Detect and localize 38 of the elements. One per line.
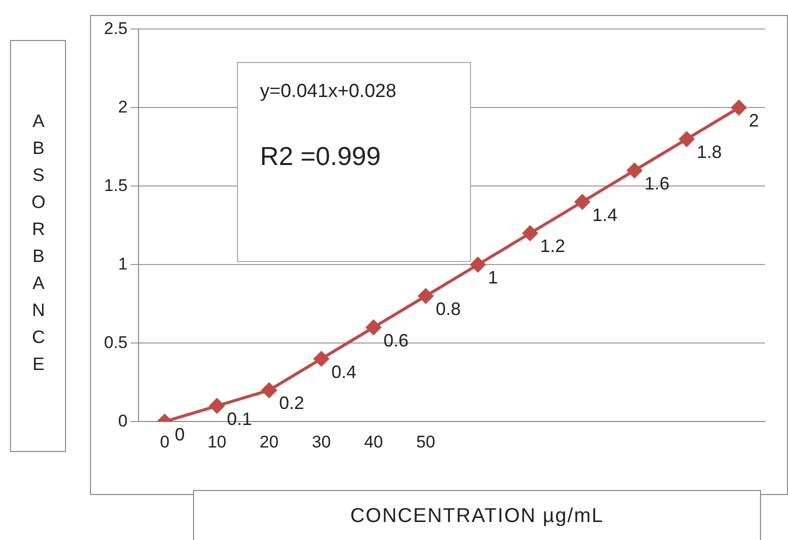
- y-axis-title: ABSORBANCE: [28, 111, 48, 381]
- y-tick-label: 1: [118, 254, 128, 274]
- y-tick-label: 1.5: [104, 176, 128, 195]
- data-label: 0.8: [436, 299, 461, 319]
- point: [418, 288, 434, 304]
- point: [209, 398, 224, 414]
- data-label: 0.1: [226, 408, 252, 429]
- data-label: 1.6: [644, 173, 670, 194]
- y-tick-label: 2.5: [104, 18, 128, 38]
- data-label: 0.2: [279, 393, 304, 414]
- point: [470, 257, 486, 272]
- point: [574, 194, 590, 210]
- x-tick-label: 50: [416, 432, 436, 452]
- point: [314, 351, 329, 366]
- data-label: 1.8: [696, 142, 722, 162]
- annotation: R2 =0.999: [260, 141, 381, 172]
- x-axis-title: CONCENTRATION µg/mL: [193, 490, 761, 540]
- y-tick-label: 2: [118, 97, 128, 116]
- x-tick-label: 40: [364, 432, 383, 452]
- point: [262, 382, 277, 398]
- point: [366, 320, 382, 335]
- point: [679, 132, 694, 147]
- annotation: y=0.041x+0.028: [260, 81, 396, 103]
- data-label: 0.6: [384, 330, 409, 350]
- data-label: 1: [488, 268, 498, 288]
- x-tick-label: 20: [260, 432, 279, 452]
- point: [522, 226, 538, 241]
- data-label: 1.2: [540, 236, 566, 256]
- point: [627, 162, 642, 178]
- data-label: 2: [748, 110, 759, 131]
- data-label: 1.4: [592, 204, 618, 225]
- y-tick-label: 0: [118, 411, 128, 430]
- x-tick-label: 0: [160, 432, 170, 452]
- point: [731, 100, 746, 116]
- x-tick-label: 30: [312, 432, 331, 452]
- y-tick-label: 0.5: [104, 332, 128, 352]
- data-label: 0.4: [331, 362, 356, 382]
- x-tick-label: 10: [207, 432, 226, 452]
